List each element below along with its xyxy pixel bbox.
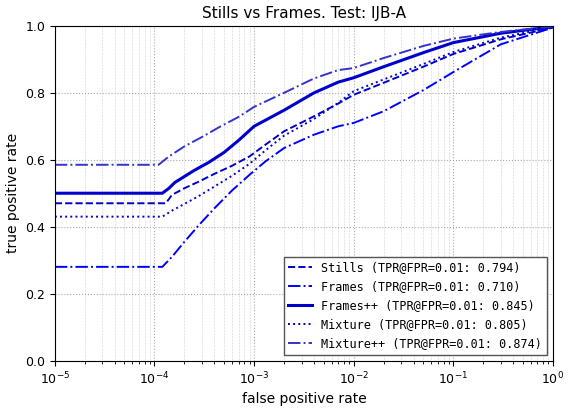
Mixture++ (TPR@FPR=0.01: 0.874): (0.002, 0.8): 0.874): (0.002, 0.8) xyxy=(280,90,287,95)
Mixture++ (TPR@FPR=0.01: 0.874): (0.004, 0.843): 0.874): (0.004, 0.843) xyxy=(311,76,317,81)
Mixture++ (TPR@FPR=0.01: 0.874): (1, 0.998): 0.874): (1, 0.998) xyxy=(549,24,556,29)
Frames (TPR@FPR=0.01: 0.710): (0.0004, 0.455): 0.710): (0.0004, 0.455) xyxy=(211,206,218,211)
Frames++ (TPR@FPR=0.01: 0.845): (1, 0.998): 0.845): (1, 0.998) xyxy=(549,24,556,29)
Frames (TPR@FPR=0.01: 0.710): (0.0006, 0.508): 0.710): (0.0006, 0.508) xyxy=(229,188,235,193)
Mixture++ (TPR@FPR=0.01: 0.874): (0.3, 0.982): 0.874): (0.3, 0.982) xyxy=(498,29,504,34)
Title: Stills vs Frames. Test: IJB-A: Stills vs Frames. Test: IJB-A xyxy=(202,5,406,21)
Frames (TPR@FPR=0.01: 0.710): (0.007, 0.7): 0.710): (0.007, 0.7) xyxy=(335,124,341,129)
Stills (TPR@FPR=0.01: 0.794): (0.002, 0.685): 0.794): (0.002, 0.685) xyxy=(280,129,287,134)
Frames++ (TPR@FPR=0.01: 0.845): (0.00016, 0.532): 0.845): (0.00016, 0.532) xyxy=(172,180,178,185)
Frames (TPR@FPR=0.01: 0.710): (0.0002, 0.355): 0.710): (0.0002, 0.355) xyxy=(181,239,188,244)
Frames++ (TPR@FPR=0.01: 0.845): (0.01, 0.845): 0.845): (0.01, 0.845) xyxy=(351,75,357,80)
Mixture++ (TPR@FPR=0.01: 0.874): (0.001, 0.758): 0.874): (0.001, 0.758) xyxy=(251,104,258,109)
Stills (TPR@FPR=0.01: 0.794): (0.05, 0.878): 0.794): (0.05, 0.878) xyxy=(420,64,427,69)
Mixture (TPR@FPR=0.01: 0.805): (0.1, 0.922): 0.805): (0.1, 0.922) xyxy=(450,49,457,54)
Frames (TPR@FPR=0.01: 0.710): (0.01, 0.71): 0.710): (0.01, 0.71) xyxy=(351,120,357,125)
Stills (TPR@FPR=0.01: 0.794): (0.0006, 0.582): 0.794): (0.0006, 0.582) xyxy=(229,163,235,168)
Frames++ (TPR@FPR=0.01: 0.845): (0.007, 0.832): 0.845): (0.007, 0.832) xyxy=(335,80,341,84)
Mixture++ (TPR@FPR=0.01: 0.874): (0.00045, 0.698): 0.874): (0.00045, 0.698) xyxy=(216,124,223,129)
Mixture (TPR@FPR=0.01: 0.805): (0.3, 0.965): 0.805): (0.3, 0.965) xyxy=(498,35,504,40)
Mixture (TPR@FPR=0.01: 0.805): (0.002, 0.672): 0.805): (0.002, 0.672) xyxy=(280,133,287,138)
Mixture (TPR@FPR=0.01: 0.805): (0.05, 0.886): 0.805): (0.05, 0.886) xyxy=(420,61,427,66)
Frames++ (TPR@FPR=0.01: 0.845): (0.0007, 0.658): 0.845): (0.0007, 0.658) xyxy=(235,138,242,143)
Line: Mixture (TPR@FPR=0.01: 0.805): Mixture (TPR@FPR=0.01: 0.805) xyxy=(55,27,553,217)
Frames (TPR@FPR=0.01: 0.710): (0.00028, 0.405): 0.710): (0.00028, 0.405) xyxy=(196,222,202,227)
Mixture (TPR@FPR=0.01: 0.805): (0.0002, 0.468): 0.805): (0.0002, 0.468) xyxy=(181,201,188,206)
Mixture++ (TPR@FPR=0.01: 0.874): (0.007, 0.868): 0.874): (0.007, 0.868) xyxy=(335,68,341,73)
Frames++ (TPR@FPR=0.01: 0.845): (0.0005, 0.622): 0.845): (0.0005, 0.622) xyxy=(221,150,227,155)
Mixture (TPR@FPR=0.01: 0.805): (0.0006, 0.552): 0.805): (0.0006, 0.552) xyxy=(229,173,235,178)
Mixture (TPR@FPR=0.01: 0.805): (0.00028, 0.492): 0.805): (0.00028, 0.492) xyxy=(196,193,202,198)
Stills (TPR@FPR=0.01: 0.794): (1, 0.995): 0.794): (1, 0.995) xyxy=(549,25,556,30)
Mixture (TPR@FPR=0.01: 0.805): (0.004, 0.722): 0.805): (0.004, 0.722) xyxy=(311,117,317,122)
Frames++ (TPR@FPR=0.01: 0.845): (0.05, 0.92): 0.845): (0.05, 0.92) xyxy=(420,50,427,55)
Frames++ (TPR@FPR=0.01: 0.845): (0.00035, 0.592): 0.845): (0.00035, 0.592) xyxy=(205,160,212,165)
Mixture++ (TPR@FPR=0.01: 0.874): (0.1, 0.962): 0.874): (0.1, 0.962) xyxy=(450,36,457,41)
Line: Frames (TPR@FPR=0.01: 0.710): Frames (TPR@FPR=0.01: 0.710) xyxy=(55,28,553,267)
Mixture (TPR@FPR=0.01: 0.805): (0.00012, 0.43): 0.805): (0.00012, 0.43) xyxy=(159,214,166,219)
Frames (TPR@FPR=0.01: 0.710): (0.3, 0.945): 0.710): (0.3, 0.945) xyxy=(498,42,504,47)
Mixture++ (TPR@FPR=0.01: 0.874): (0.00011, 0.585): 0.874): (0.00011, 0.585) xyxy=(155,162,162,167)
Frames++ (TPR@FPR=0.01: 0.845): (0.001, 0.7): 0.845): (0.001, 0.7) xyxy=(251,124,258,129)
X-axis label: false positive rate: false positive rate xyxy=(242,393,367,407)
Mixture++ (TPR@FPR=0.01: 0.874): (0.0003, 0.668): 0.874): (0.0003, 0.668) xyxy=(198,135,205,140)
Frames++ (TPR@FPR=0.01: 0.845): (0.0002, 0.55): 0.845): (0.0002, 0.55) xyxy=(181,174,188,179)
Mixture (TPR@FPR=0.01: 0.805): (1e-05, 0.43): 0.805): (1e-05, 0.43) xyxy=(51,214,58,219)
Frames++ (TPR@FPR=0.01: 0.845): (0.02, 0.878): 0.845): (0.02, 0.878) xyxy=(380,64,387,69)
Stills (TPR@FPR=0.01: 0.794): (0.004, 0.73): 0.794): (0.004, 0.73) xyxy=(311,114,317,119)
Frames (TPR@FPR=0.01: 0.710): (0.00015, 0.31): 0.710): (0.00015, 0.31) xyxy=(169,254,176,259)
Stills (TPR@FPR=0.01: 0.794): (0.00028, 0.535): 0.794): (0.00028, 0.535) xyxy=(196,179,202,184)
Mixture (TPR@FPR=0.01: 0.805): (1, 0.997): 0.805): (1, 0.997) xyxy=(549,24,556,29)
Frames (TPR@FPR=0.01: 0.710): (0.002, 0.635): 0.710): (0.002, 0.635) xyxy=(280,145,287,150)
Mixture (TPR@FPR=0.01: 0.805): (0.01, 0.805): 0.805): (0.01, 0.805) xyxy=(351,89,357,94)
Frames++ (TPR@FPR=0.01: 0.845): (0.00012, 0.5): 0.845): (0.00012, 0.5) xyxy=(159,191,166,196)
Stills (TPR@FPR=0.01: 0.794): (0.3, 0.96): 0.794): (0.3, 0.96) xyxy=(498,37,504,42)
Frames++ (TPR@FPR=0.01: 0.845): (0.00025, 0.568): 0.845): (0.00025, 0.568) xyxy=(191,168,198,173)
Stills (TPR@FPR=0.01: 0.794): (0.0004, 0.558): 0.794): (0.0004, 0.558) xyxy=(211,171,218,176)
Mixture (TPR@FPR=0.01: 0.805): (0.02, 0.84): 0.805): (0.02, 0.84) xyxy=(380,77,387,82)
Frames (TPR@FPR=0.01: 0.710): (0.004, 0.675): 0.710): (0.004, 0.675) xyxy=(311,132,317,137)
Stills (TPR@FPR=0.01: 0.794): (0.00013, 0.47): 0.794): (0.00013, 0.47) xyxy=(162,201,169,206)
Mixture (TPR@FPR=0.01: 0.805): (0.0009, 0.588): 0.805): (0.0009, 0.588) xyxy=(246,162,253,166)
Frames++ (TPR@FPR=0.01: 0.845): (0.00014, 0.515): 0.845): (0.00014, 0.515) xyxy=(166,186,173,191)
Frames (TPR@FPR=0.01: 0.710): (1, 0.995): 0.710): (1, 0.995) xyxy=(549,25,556,30)
Frames (TPR@FPR=0.01: 0.710): (0.0013, 0.595): 0.710): (0.0013, 0.595) xyxy=(262,159,269,164)
Frames (TPR@FPR=0.01: 0.710): (0.1, 0.862): 0.710): (0.1, 0.862) xyxy=(450,70,457,75)
Mixture (TPR@FPR=0.01: 0.805): (0.007, 0.77): 0.805): (0.007, 0.77) xyxy=(335,101,341,105)
Legend: Stills (TPR@FPR=0.01: 0.794), Frames (TPR@FPR=0.01: 0.710), Frames++ (TPR@FPR=0.: Stills (TPR@FPR=0.01: 0.794), Frames (TP… xyxy=(284,257,547,355)
Mixture++ (TPR@FPR=0.01: 0.874): (0.0002, 0.64): 0.874): (0.0002, 0.64) xyxy=(181,144,188,149)
Mixture (TPR@FPR=0.01: 0.805): (0.00015, 0.448): 0.805): (0.00015, 0.448) xyxy=(169,208,176,213)
Stills (TPR@FPR=0.01: 0.794): (0.02, 0.83): 0.794): (0.02, 0.83) xyxy=(380,80,387,85)
Frames++ (TPR@FPR=0.01: 0.845): (0.004, 0.8): 0.845): (0.004, 0.8) xyxy=(311,90,317,95)
Line: Frames++ (TPR@FPR=0.01: 0.845): Frames++ (TPR@FPR=0.01: 0.845) xyxy=(55,26,553,193)
Mixture++ (TPR@FPR=0.01: 0.874): (0.01, 0.874): 0.874): (0.01, 0.874) xyxy=(351,66,357,70)
Frames (TPR@FPR=0.01: 0.710): (0.02, 0.745): 0.710): (0.02, 0.745) xyxy=(380,109,387,114)
Mixture++ (TPR@FPR=0.01: 0.874): (0.02, 0.904): 0.874): (0.02, 0.904) xyxy=(380,56,387,61)
Line: Stills (TPR@FPR=0.01: 0.794): Stills (TPR@FPR=0.01: 0.794) xyxy=(55,28,553,203)
Mixture++ (TPR@FPR=0.01: 0.874): (0.05, 0.94): 0.874): (0.05, 0.94) xyxy=(420,44,427,49)
Stills (TPR@FPR=0.01: 0.794): (0.1, 0.916): 0.794): (0.1, 0.916) xyxy=(450,52,457,56)
Stills (TPR@FPR=0.01: 0.794): (0.007, 0.768): 0.794): (0.007, 0.768) xyxy=(335,101,341,106)
Mixture++ (TPR@FPR=0.01: 0.874): (1e-05, 0.585): 0.874): (1e-05, 0.585) xyxy=(51,162,58,167)
Mixture (TPR@FPR=0.01: 0.805): (0.0004, 0.52): 0.805): (0.0004, 0.52) xyxy=(211,184,218,189)
Stills (TPR@FPR=0.01: 0.794): (0.01, 0.794): 0.794): (0.01, 0.794) xyxy=(351,92,357,97)
Stills (TPR@FPR=0.01: 0.794): (0.0002, 0.515): 0.794): (0.0002, 0.515) xyxy=(181,186,188,191)
Frames++ (TPR@FPR=0.01: 0.845): (0.3, 0.978): 0.845): (0.3, 0.978) xyxy=(498,31,504,36)
Frames (TPR@FPR=0.01: 0.710): (0.0009, 0.555): 0.710): (0.0009, 0.555) xyxy=(246,172,253,177)
Frames++ (TPR@FPR=0.01: 0.845): (0.1, 0.95): 0.845): (0.1, 0.95) xyxy=(450,40,457,45)
Stills (TPR@FPR=0.01: 0.794): (0.0013, 0.645): 0.794): (0.0013, 0.645) xyxy=(262,142,269,147)
Mixture++ (TPR@FPR=0.01: 0.874): (0.0007, 0.728): 0.874): (0.0007, 0.728) xyxy=(235,115,242,119)
Frames (TPR@FPR=0.01: 0.710): (1e-05, 0.28): 0.710): (1e-05, 0.28) xyxy=(51,265,58,269)
Frames (TPR@FPR=0.01: 0.710): (0.05, 0.808): 0.710): (0.05, 0.808) xyxy=(420,88,427,93)
Y-axis label: true positive rate: true positive rate xyxy=(6,133,19,253)
Mixture (TPR@FPR=0.01: 0.805): (0.0013, 0.628): 0.805): (0.0013, 0.628) xyxy=(262,148,269,153)
Line: Mixture++ (TPR@FPR=0.01: 0.874): Mixture++ (TPR@FPR=0.01: 0.874) xyxy=(55,26,553,165)
Stills (TPR@FPR=0.01: 0.794): (0.0009, 0.61): 0.794): (0.0009, 0.61) xyxy=(246,154,253,159)
Stills (TPR@FPR=0.01: 0.794): (0.00015, 0.495): 0.794): (0.00015, 0.495) xyxy=(169,192,176,197)
Frames (TPR@FPR=0.01: 0.710): (0.00012, 0.28): 0.710): (0.00012, 0.28) xyxy=(159,265,166,269)
Frames++ (TPR@FPR=0.01: 0.845): (1e-05, 0.5): 0.845): (1e-05, 0.5) xyxy=(51,191,58,196)
Stills (TPR@FPR=0.01: 0.794): (1e-05, 0.47): 0.794): (1e-05, 0.47) xyxy=(51,201,58,206)
Mixture++ (TPR@FPR=0.01: 0.874): (0.00014, 0.61): 0.874): (0.00014, 0.61) xyxy=(166,154,173,159)
Frames++ (TPR@FPR=0.01: 0.845): (0.002, 0.748): 0.845): (0.002, 0.748) xyxy=(280,108,287,113)
